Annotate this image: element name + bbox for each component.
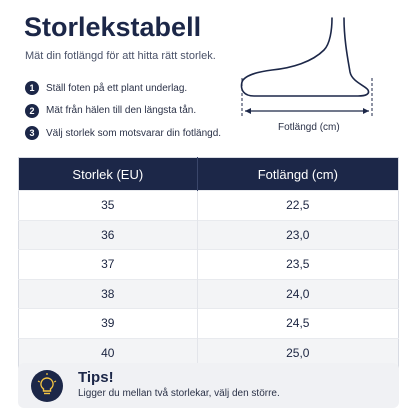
table-body: 35 22,5 36 23,0 37 23,5 38 24,0 39 24,5 40 25,0 <box>18 190 399 368</box>
table-cell: 23,0 <box>197 219 399 250</box>
step: 2 Mät från hälen till den längsta tån. <box>25 100 221 123</box>
step-text: Ställ foten på ett plant underlag. <box>46 82 188 94</box>
table-row: 39 24,5 <box>18 308 399 338</box>
table-row: 36 23,0 <box>18 219 399 250</box>
table-cell: 24,0 <box>197 278 399 309</box>
column-header: Storlek (EU) <box>18 157 198 191</box>
subtitle: Mät din fotlängd för att hitta rätt stor… <box>25 50 216 62</box>
step-text: Mät från hälen till den längsta tån. <box>46 105 197 117</box>
foot-illustration <box>240 17 373 118</box>
step-number: 1 <box>25 81 39 96</box>
table-cell: 35 <box>18 190 198 220</box>
table-cell: 36 <box>18 219 198 250</box>
tips-box: Tips! Ligger du mellan två storlekar, vä… <box>18 363 399 408</box>
table-cell: 39 <box>18 308 198 338</box>
table-cell: 25,0 <box>197 337 399 368</box>
table-cell: 37 <box>18 249 198 279</box>
step-number: 3 <box>25 126 39 141</box>
step: 3 Välj storlek som motsvarar din fotlängd… <box>25 122 221 145</box>
tips-text: Ligger du mellan två storlekar, välj den… <box>78 388 280 399</box>
table-cell: 40 <box>18 337 198 368</box>
column-header: Fotlängd (cm) <box>197 157 399 191</box>
table-cell: 22,5 <box>197 190 399 220</box>
table-cell: 38 <box>18 278 198 309</box>
title: Storlekstabell <box>24 12 202 42</box>
table-cell: 23,5 <box>197 249 399 279</box>
lightbulb-icon <box>31 370 63 402</box>
foot-label: Fotlängd (cm) <box>278 122 340 133</box>
table-row: 37 23,5 <box>18 249 399 279</box>
step: 1 Ställ foten på ett plant underlag. <box>25 77 221 100</box>
header-row: Storlek (EU) Fotlängd (cm) <box>18 157 399 191</box>
table-row: 35 22,5 <box>18 190 399 220</box>
size-table: Storlek (EU) Fotlängd (cm) 35 22,5 36 23,0 3… <box>18 157 399 368</box>
step-text: Välj storlek som motsvarar din fotlängd. <box>46 127 222 139</box>
step-number: 2 <box>25 103 39 118</box>
table-cell: 24,5 <box>197 308 399 338</box>
table-row: 40 25,0 <box>18 337 399 368</box>
tips-title: Tips! <box>78 369 114 386</box>
steps: 1 Ställ foten på ett plant underlag. 2 Mät … <box>25 77 221 145</box>
table-row: 38 24,0 <box>18 278 399 309</box>
